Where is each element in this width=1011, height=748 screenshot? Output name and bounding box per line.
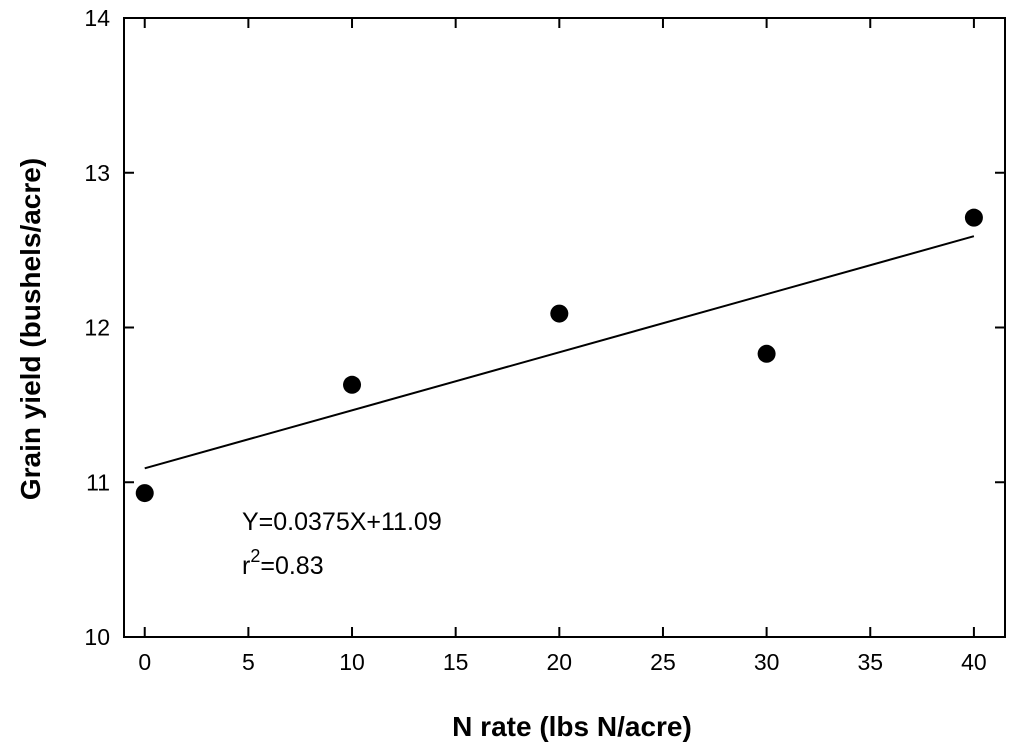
y-tick-label: 14 [84,5,110,31]
data-point [550,304,569,323]
fit-line-group [144,235,975,470]
data-point [757,344,776,363]
r2-value: =0.83 [260,552,323,580]
data-point [964,208,983,227]
data-point [343,375,362,394]
equation-annotation: Y=0.0375X+11.09 [242,508,442,536]
data-point [135,484,154,503]
x-tick-label: 15 [443,649,469,675]
x-tick-label: 0 [138,649,151,675]
y-tick-label: 10 [84,624,110,650]
y-tick-label: 12 [84,315,110,341]
x-axis-title: N rate (lbs N/acre) [452,711,692,742]
x-tick-label: 35 [857,649,883,675]
x-tick-label: 30 [754,649,780,675]
regression-line [144,235,975,470]
r-squared-annotation: r2=0.83 [242,546,324,580]
x-tick-label: 5 [242,649,255,675]
r2-base: r [242,552,250,580]
x-tick-label: 10 [339,649,365,675]
r2-superscript: 2 [250,546,260,566]
y-tick-label: 13 [84,160,110,186]
x-tick-label: 40 [961,649,987,675]
x-tick-label: 25 [650,649,676,675]
data-points [135,208,983,503]
plot-frame [123,17,1006,638]
y-tick-label: 11 [86,469,110,495]
axes: 0 5 10 15 20 25 30 35 40 10 11 12 13 14 [84,5,1006,675]
x-tick-label: 20 [547,649,573,675]
y-axis-title: Grain yield (bushels/acre) [15,158,46,500]
